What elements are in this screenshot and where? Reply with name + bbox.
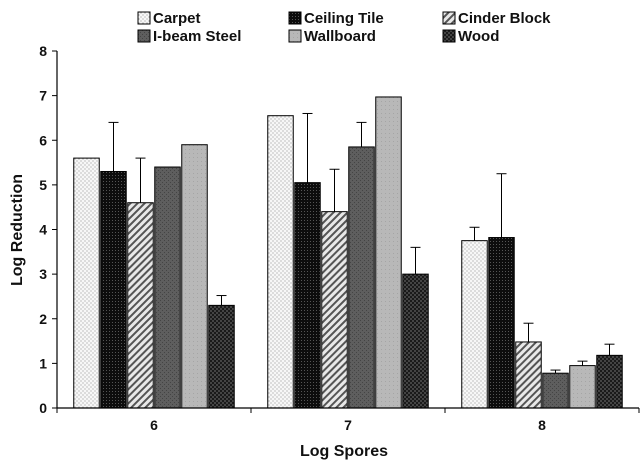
bar-ceiling-tile-7 (294, 182, 321, 409)
x-tick-label: 7 (344, 417, 352, 433)
y-tick-label: 0 (39, 400, 47, 416)
x-tick-label: 8 (538, 417, 546, 433)
bar-wallboard-8 (569, 365, 596, 409)
bar-i-beam-steel-8 (542, 372, 569, 409)
legend-label-carpet: Carpet (153, 10, 201, 27)
bar-cinder-block-7 (321, 211, 348, 409)
bar-carpet-7 (267, 115, 294, 409)
bar-carpet-8 (461, 240, 488, 409)
bar-wood-6 (208, 304, 235, 409)
legend-swatch-wood (442, 29, 456, 43)
y-tick-label: 8 (39, 43, 47, 59)
bar-i-beam-steel-6 (154, 166, 181, 409)
bar-i-beam-steel-7 (348, 146, 375, 409)
y-tick-label: 4 (39, 222, 47, 238)
legend-swatch-i-beam-steel (137, 29, 151, 43)
x-tick-label: 6 (150, 417, 158, 433)
legend-label-cinder-block: Cinder Block (458, 10, 551, 27)
axes-layer: 0 1 2 3 4 5 6 7 8 6 7 8 (39, 43, 640, 433)
y-tick-label: 3 (39, 266, 47, 282)
bar-wallboard-6 (181, 144, 208, 409)
legend-swatch-wallboard (288, 29, 302, 43)
legend-label-ceiling-tile: Ceiling Tile (304, 10, 384, 27)
x-axis-title: Log Spores (300, 443, 388, 460)
bar-carpet-6 (73, 157, 100, 409)
bar-cinder-block-8 (515, 341, 542, 409)
y-tick-label: 6 (39, 132, 47, 148)
y-tick-label: 5 (39, 177, 47, 193)
y-axis-title: Log Reduction (9, 174, 26, 286)
legend-swatch-ceiling-tile (288, 11, 302, 25)
bar-ceiling-tile-8 (488, 237, 515, 409)
legend-swatch-cinder-block (442, 11, 456, 25)
y-tick-label: 7 (39, 88, 47, 104)
bar-wood-8 (596, 354, 623, 409)
legend-label-wallboard: Wallboard (304, 28, 376, 45)
bar-ceiling-tile-6 (100, 170, 127, 409)
bar-cinder-block-6 (127, 202, 154, 409)
bars-layer (73, 96, 623, 409)
legend-label-i-beam-steel: I-beam Steel (153, 28, 241, 45)
y-tick-label: 1 (39, 355, 47, 371)
legend-swatch-carpet (137, 11, 151, 25)
bar-wood-7 (402, 273, 429, 409)
legend-label-wood: Wood (458, 28, 499, 45)
legend: Carpet Ceiling Tile Cinder Block I-beam Ste… (137, 10, 551, 45)
y-tick-label: 2 (39, 311, 47, 327)
bar-wallboard-7 (375, 96, 402, 409)
